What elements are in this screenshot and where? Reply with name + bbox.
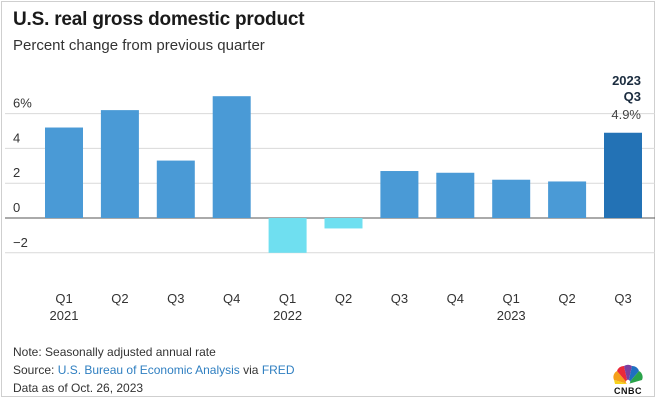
y-tick-label: −2: [13, 235, 28, 250]
data-as-of: Data as of Oct. 26, 2023: [13, 381, 144, 395]
y-tick-label: 6%: [13, 96, 32, 111]
annotation-year: 2023: [612, 73, 641, 88]
x-year-label: 2021: [50, 308, 79, 323]
y-tick-label: 4: [13, 130, 20, 145]
source-prefix: Source:: [13, 363, 58, 377]
x-tick-label: Q2: [335, 291, 352, 306]
chart-title: U.S. real gross domestic product: [13, 9, 305, 30]
x-year-label: 2022: [273, 308, 302, 323]
y-tick-label: 0: [13, 200, 20, 215]
chart-subtitle: Percent change from previous quarter: [13, 37, 265, 54]
bar: [156, 160, 195, 218]
x-tick-label: Q1: [55, 291, 72, 306]
source-line: Source: U.S. Bureau of Economic Analysis…: [13, 363, 294, 377]
bar: [324, 218, 363, 229]
x-tick-label: Q4: [223, 291, 240, 306]
source-fred-link[interactable]: FRED: [261, 363, 295, 377]
bar: [100, 110, 139, 218]
x-tick-label: Q4: [447, 291, 464, 306]
footnote: Note: Seasonally adjusted annual rate: [13, 345, 216, 359]
bar: [212, 96, 251, 218]
bar: [268, 218, 307, 253]
bar: [604, 132, 642, 218]
x-tick-label: Q2: [558, 291, 575, 306]
cnbc-logo: CNBC: [606, 362, 650, 396]
annotation-quarter: Q3: [624, 89, 641, 104]
peacock-icon: [613, 364, 643, 385]
logo-text: CNBC: [614, 386, 642, 396]
x-tick-label: Q2: [111, 291, 128, 306]
source-via: via: [239, 363, 262, 377]
annotation-value: 4.9%: [611, 107, 641, 122]
bar: [45, 127, 83, 218]
y-tick-label: 2: [13, 165, 20, 180]
bar: [548, 181, 587, 218]
bar: [436, 172, 475, 218]
bar: [380, 171, 419, 218]
x-tick-label: Q3: [391, 291, 408, 306]
bar: [492, 179, 531, 218]
x-tick-label: Q3: [614, 291, 631, 306]
x-tick-label: Q3: [167, 291, 184, 306]
source-agency-link[interactable]: U.S. Bureau of Economic Analysis: [57, 363, 240, 377]
bar-chart: 6% 4 2 0 −2 Q1 Q2 Q3 Q4 Q1 Q2 Q3 Q4 Q1 Q2 Q3 2021 2022 202…: [5, 73, 655, 323]
x-tick-label: Q1: [279, 291, 296, 306]
x-year-label: 2023: [497, 308, 526, 323]
x-tick-label: Q1: [503, 291, 520, 306]
